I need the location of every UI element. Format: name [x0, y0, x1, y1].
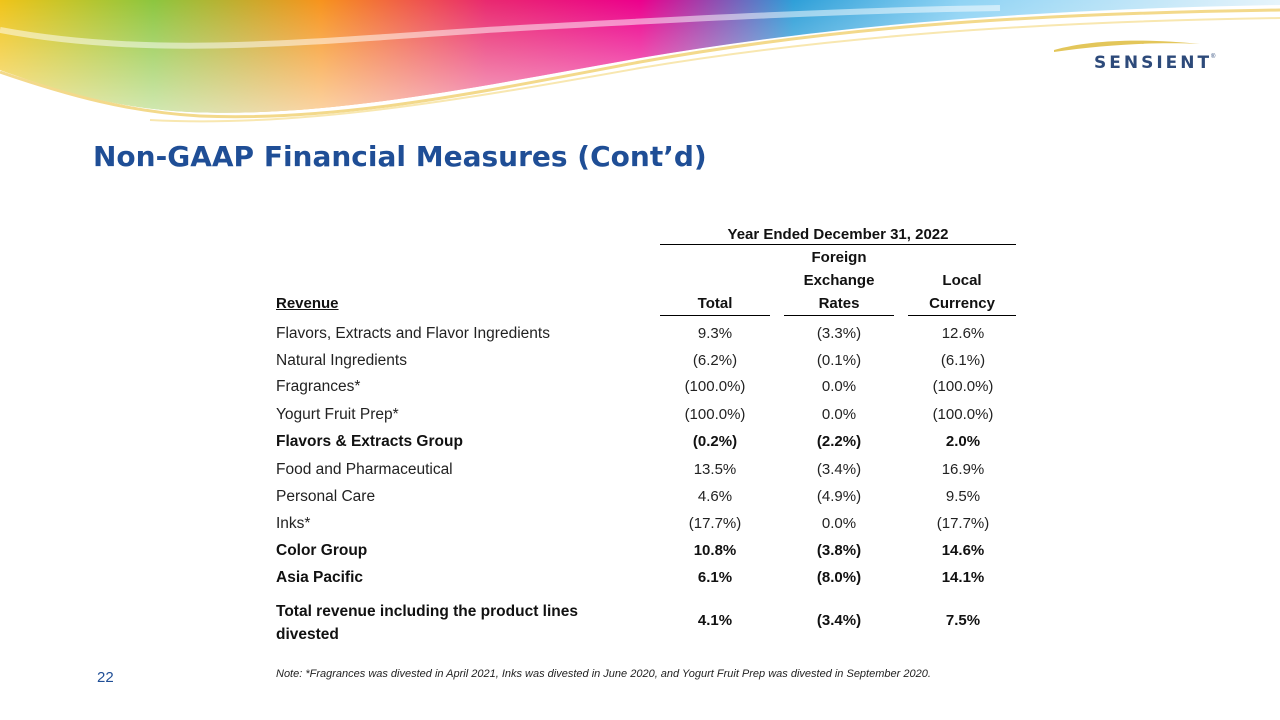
total-value: (100.0%)	[684, 406, 746, 423]
column-header-total: Total	[660, 292, 770, 316]
local-value: 9.5%	[945, 488, 981, 505]
column-header-line: Local	[942, 272, 982, 289]
row-label-line: Total revenue including the product line…	[276, 603, 578, 620]
total-value: (17.7%)	[688, 515, 742, 532]
table-row: Fragrances* (100.0%) 0.0% (100.0%)	[276, 378, 1016, 405]
row-label-line: divested	[276, 626, 339, 643]
local-value: (6.1%)	[940, 352, 986, 369]
decorative-banner	[0, 0, 1280, 123]
row-label: Color Group	[276, 542, 368, 559]
page-number: 22	[97, 669, 114, 686]
table-row-subtotal: Color Group 10.8% (3.8%) 14.6%	[276, 542, 1016, 569]
table-row: Natural Ingredients (6.2%) (0.1%) (6.1%)	[276, 352, 1016, 379]
local-value: (100.0%)	[932, 406, 994, 423]
row-label: Asia Pacific	[276, 569, 364, 586]
total-value: 10.8%	[693, 542, 737, 559]
row-label: Flavors, Extracts and Flavor Ingredients	[276, 325, 550, 342]
total-value: 4.6%	[697, 488, 733, 505]
logo-swoosh-icon	[1054, 40, 1200, 52]
row-label: Food and Pharmaceutical	[276, 461, 453, 478]
total-value: 6.1%	[697, 569, 733, 586]
row-label: Personal Care	[276, 488, 376, 505]
table-row: Yogurt Fruit Prep* (100.0%) 0.0% (100.0%…	[276, 406, 1016, 433]
logo-trademark: ®	[1211, 54, 1216, 60]
fx-value: (3.3%)	[816, 325, 862, 342]
local-value: 7.5%	[945, 612, 981, 629]
local-value: 2.0%	[945, 433, 981, 450]
row-label: Flavors & Extracts Group	[276, 433, 463, 450]
total-value: (0.2%)	[692, 433, 738, 450]
row-label: Inks*	[276, 515, 311, 532]
total-value: 9.3%	[697, 325, 733, 342]
fx-value: (2.2%)	[816, 433, 862, 450]
table-row: Personal Care 4.6% (4.9%) 9.5%	[276, 488, 1016, 515]
column-header-line: Exchange	[803, 272, 875, 289]
fx-value: (4.9%)	[816, 488, 862, 505]
fx-value: (8.0%)	[816, 569, 862, 586]
period-header: Year Ended December 31, 2022	[660, 226, 1016, 245]
logo-text: SENSIENT	[1094, 53, 1213, 73]
row-label: Yogurt Fruit Prep*	[276, 406, 399, 423]
column-header-line: Foreign	[811, 249, 867, 266]
table-row: Inks* (17.7%) 0.0% (17.7%)	[276, 515, 1016, 542]
table-row: Flavors, Extracts and Flavor Ingredients…	[276, 325, 1016, 352]
row-label: Total revenue including the product line…	[276, 600, 578, 646]
column-header-foreign-exchange: Foreign Exchange Rates	[784, 246, 894, 316]
local-value: 16.9%	[941, 461, 985, 478]
total-value: (6.2%)	[692, 352, 738, 369]
column-header-line: Currency	[929, 295, 995, 312]
local-value: 12.6%	[941, 325, 985, 342]
row-label: Fragrances*	[276, 378, 361, 395]
fx-value: (0.1%)	[816, 352, 862, 369]
column-header-local-currency: Local Currency	[908, 269, 1016, 316]
table-row-total: Total revenue including the product line…	[276, 603, 1016, 643]
fx-value: (3.4%)	[816, 461, 862, 478]
local-value: (100.0%)	[932, 378, 994, 395]
fx-value: (3.4%)	[816, 612, 862, 629]
row-label: Natural Ingredients	[276, 352, 407, 369]
total-value: (100.0%)	[684, 378, 746, 395]
fx-value: (3.8%)	[816, 542, 862, 559]
table-row-subtotal: Asia Pacific 6.1% (8.0%) 14.1%	[276, 569, 1016, 596]
column-header-line: Total	[697, 295, 733, 312]
footnote: Note: *Fragrances was divested in April …	[276, 668, 931, 680]
total-value: 13.5%	[693, 461, 737, 478]
row-header-revenue: Revenue	[276, 295, 339, 312]
local-value: 14.6%	[941, 542, 985, 559]
table-row-subtotal: Flavors & Extracts Group (0.2%) (2.2%) 2…	[276, 433, 1016, 460]
total-value: 4.1%	[697, 612, 733, 629]
local-value: (17.7%)	[936, 515, 990, 532]
fx-value: 0.0%	[821, 406, 857, 423]
table-row: Food and Pharmaceutical 13.5% (3.4%) 16.…	[276, 461, 1016, 488]
fx-value: 0.0%	[821, 378, 857, 395]
local-value: 14.1%	[941, 569, 985, 586]
page-title: Non-GAAP Financial Measures (Cont’d)	[93, 140, 707, 173]
column-header-line: Rates	[818, 295, 860, 312]
fx-value: 0.0%	[821, 515, 857, 532]
sensient-logo: SENSIENT ®	[1050, 38, 1220, 78]
